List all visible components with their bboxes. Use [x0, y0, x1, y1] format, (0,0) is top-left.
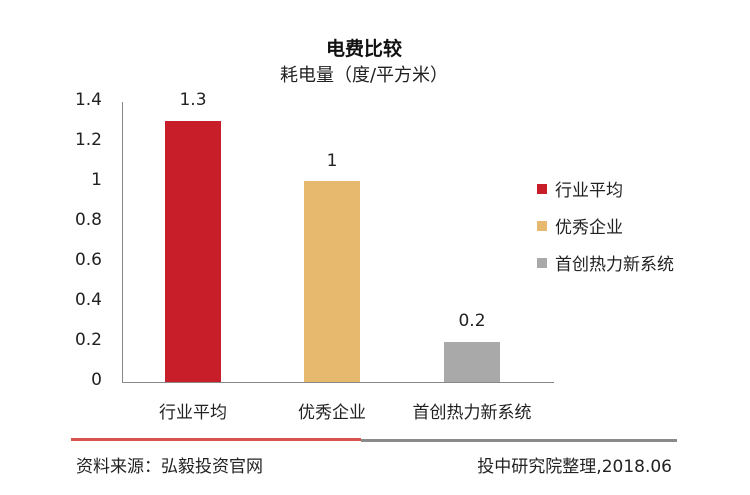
source-note: 资料来源：弘毅投资官网 [76, 457, 263, 477]
legend-label: 行业平均 [555, 181, 623, 201]
legend-label: 优秀企业 [555, 218, 623, 238]
legend: 行业平均 优秀企业 首创热力新系统 [537, 170, 674, 281]
legend-item: 优秀企业 [537, 207, 674, 244]
y-tick: 0.4 [74, 290, 102, 310]
y-tick: 0.2 [74, 330, 102, 350]
bar-excellent-enterprise [304, 181, 360, 382]
y-tick: 1.4 [74, 90, 102, 110]
legend-swatch-red [537, 183, 547, 194]
y-tick: 0.8 [74, 210, 102, 230]
footer-divider-red [71, 438, 361, 441]
x-tick: 行业平均 [159, 403, 227, 423]
y-tick: 1 [91, 170, 102, 190]
legend-item: 行业平均 [537, 170, 674, 207]
legend-swatch-gray [537, 257, 547, 268]
y-axis-line [122, 102, 123, 382]
footer-divider-gray [361, 439, 677, 442]
legend-item: 首创热力新系统 [537, 244, 674, 281]
legend-label: 首创热力新系统 [555, 255, 674, 275]
bar-new-system [444, 342, 500, 382]
x-tick: 优秀企业 [298, 403, 366, 423]
y-tick: 0 [91, 370, 102, 390]
y-tick: 1.2 [74, 130, 102, 150]
x-tick: 首创热力新系统 [412, 403, 532, 423]
credit-note: 投中研究院整理,2018.06 [477, 457, 672, 477]
y-tick: 0.6 [74, 250, 102, 270]
chart-subtitle: 耗电量（度/平方米） [279, 65, 449, 86]
bar-industry-average [165, 121, 221, 382]
bar-value-label: 0.2 [458, 311, 486, 331]
x-axis-line [122, 382, 554, 383]
bar-value-label: 1 [326, 151, 338, 171]
bar-value-label: 1.3 [179, 90, 207, 110]
chart-title: 电费比较 [325, 38, 402, 60]
legend-swatch-gold [537, 220, 547, 231]
